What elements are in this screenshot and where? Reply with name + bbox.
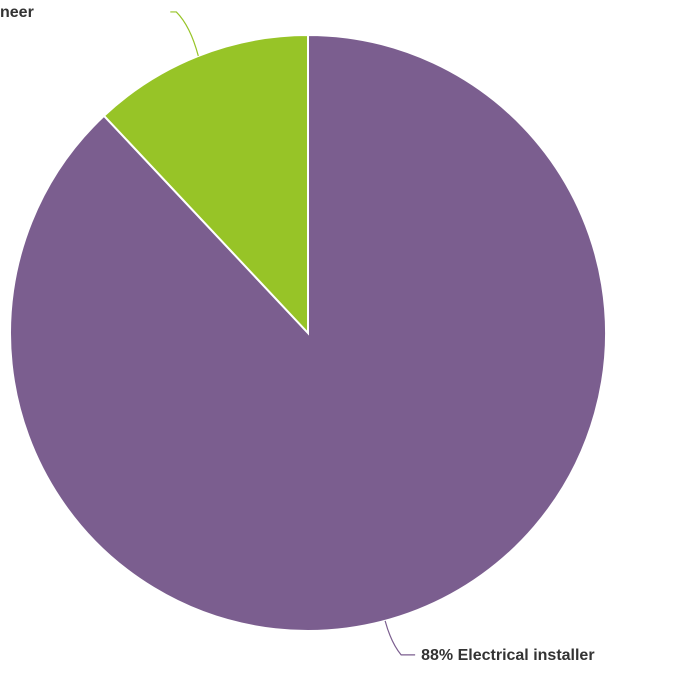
leader-line-engineer [170, 11, 199, 57]
slice-label-engineer: neer [0, 4, 34, 21]
slice-label-electrical-installer: 88% Electrical installer [421, 647, 594, 664]
leader-line-electrical-installer [384, 620, 416, 656]
